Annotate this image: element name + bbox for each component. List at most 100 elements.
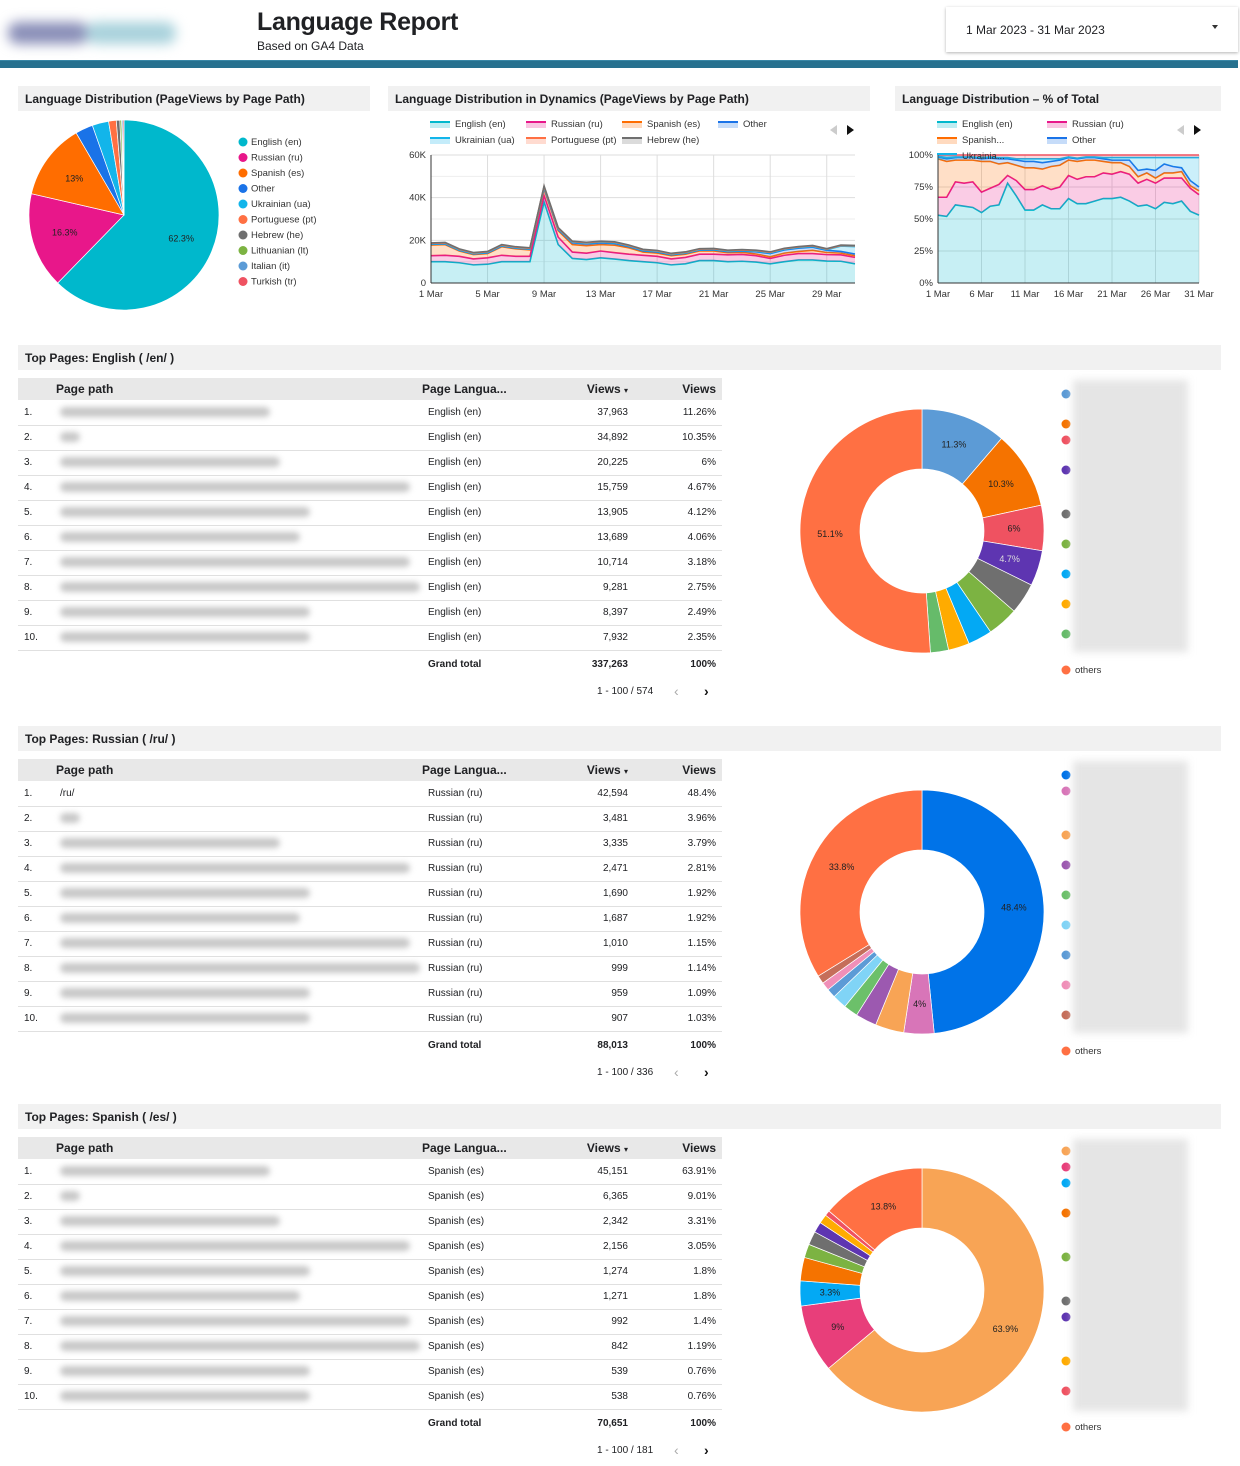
page-path-cell[interactable] [56, 931, 422, 957]
pie-slice[interactable] [828, 1167, 923, 1251]
page-path-cell[interactable] [56, 550, 422, 576]
pie-slice[interactable] [921, 789, 1045, 1034]
next-page-icon[interactable]: › [704, 683, 709, 699]
language-cell: English (en) [422, 400, 542, 426]
pie-slice[interactable] [827, 1167, 1045, 1413]
table-row[interactable]: 3. Russian (ru) 3,335 3.79% [18, 831, 722, 857]
page-path-cell[interactable] [56, 956, 422, 982]
table-row[interactable]: 5. Spanish (es) 1,274 1.8% [18, 1259, 722, 1285]
grand-total-row: Grand total 337,263 100% [18, 650, 722, 678]
next-page-icon[interactable]: › [704, 1442, 709, 1458]
col-page-language[interactable]: Page Langua... [422, 1137, 542, 1159]
col-views-sorted[interactable]: Views ▾ [542, 1137, 632, 1159]
table-row[interactable]: 9. Russian (ru) 959 1.09% [18, 981, 722, 1007]
page-path-cell[interactable] [56, 1309, 422, 1335]
table-row[interactable]: 2. English (en) 34,892 10.35% [18, 425, 722, 451]
table-row[interactable]: 9. Spanish (es) 539 0.76% [18, 1359, 722, 1385]
page-path-cell[interactable] [56, 1159, 422, 1185]
page-path-cell[interactable] [56, 1259, 422, 1285]
page-path-cell[interactable] [56, 500, 422, 526]
table-row[interactable]: 10. Russian (ru) 907 1.03% [18, 1006, 722, 1032]
pie-slice[interactable] [799, 789, 923, 977]
page-path-cell[interactable] [56, 1184, 422, 1210]
prev-page-icon[interactable]: ‹ [674, 1064, 679, 1080]
legend-prev-icon[interactable] [830, 125, 837, 135]
page-path-cell[interactable]: /ru/ [56, 781, 422, 807]
col-views-pct[interactable]: Views [632, 378, 722, 400]
col-page-language[interactable]: Page Langua... [422, 759, 542, 781]
page-path-cell[interactable] [56, 600, 422, 626]
page-path-cell[interactable] [56, 1209, 422, 1235]
next-page-icon[interactable]: › [704, 1064, 709, 1080]
page-path-cell[interactable] [56, 831, 422, 857]
page-path-cell[interactable] [56, 475, 422, 501]
col-views-pct[interactable]: Views [632, 1137, 722, 1159]
page-path-cell[interactable] [56, 1284, 422, 1310]
page-path-cell[interactable] [56, 525, 422, 551]
table-row[interactable]: 1. English (en) 37,963 11.26% [18, 400, 722, 426]
col-views-sorted[interactable]: Views ▾ [542, 759, 632, 781]
table-row[interactable]: 5. English (en) 13,905 4.12% [18, 500, 722, 526]
legend-dot [1061, 1386, 1071, 1396]
page-path-cell[interactable] [56, 856, 422, 882]
page-path-cell[interactable] [56, 1359, 422, 1385]
col-views-pct[interactable]: Views [632, 759, 722, 781]
table-row[interactable]: 4. English (en) 15,759 4.67% [18, 475, 722, 501]
page-path-cell[interactable] [56, 450, 422, 476]
table-row[interactable]: 4. Spanish (es) 2,156 3.05% [18, 1234, 722, 1260]
page-path-cell[interactable] [56, 425, 422, 451]
views-pct-cell: 0.76% [632, 1384, 722, 1410]
prev-page-icon[interactable]: ‹ [674, 683, 679, 699]
date-range-picker[interactable]: 1 Mar 2023 - 31 Mar 2023 [946, 7, 1238, 52]
legend-next-icon[interactable] [1194, 125, 1201, 135]
table-row[interactable]: 4. Russian (ru) 2,471 2.81% [18, 856, 722, 882]
table-row[interactable]: 8. Russian (ru) 999 1.14% [18, 956, 722, 982]
table-row[interactable]: 9. English (en) 8,397 2.49% [18, 600, 722, 626]
table-row[interactable]: 8. Spanish (es) 842 1.19% [18, 1334, 722, 1360]
table-row[interactable]: 7. Russian (ru) 1,010 1.15% [18, 931, 722, 957]
redacted-path [60, 1366, 310, 1377]
redacted-path [60, 1013, 310, 1024]
table-row[interactable]: 2. Spanish (es) 6,365 9.01% [18, 1184, 722, 1210]
dynamics-area-chart: 0 20K 40K 60K 1 Mar 5 Mar 9 Mar 13 Mar 17 Mar 21 … [409, 119, 856, 300]
pie-slice[interactable] [799, 408, 931, 654]
legend-next-icon[interactable] [847, 125, 854, 135]
prev-page-icon[interactable]: ‹ [674, 1442, 679, 1458]
page-path-cell[interactable] [56, 806, 422, 832]
table-row[interactable]: 3. English (en) 20,225 6% [18, 450, 722, 476]
pie-slice[interactable] [28, 193, 125, 284]
table-row[interactable]: 1. Spanish (es) 45,151 63.91% [18, 1159, 722, 1185]
table-row[interactable]: 10. English (en) 7,932 2.35% [18, 625, 722, 651]
legend-prev-icon[interactable] [1177, 125, 1184, 135]
table-row[interactable]: 1. /ru/ Russian (ru) 42,594 48.4% [18, 781, 722, 807]
table-row[interactable]: 5. Russian (ru) 1,690 1.92% [18, 881, 722, 907]
col-page-language[interactable]: Page Langua... [422, 378, 542, 400]
page-path-cell[interactable] [56, 625, 422, 651]
col-page-path[interactable]: Page path [56, 1137, 422, 1159]
table-row[interactable]: 6. Russian (ru) 1,687 1.92% [18, 906, 722, 932]
page-path-cell[interactable] [56, 881, 422, 907]
page-path-cell[interactable] [56, 1234, 422, 1260]
table-row[interactable]: 7. Spanish (es) 992 1.4% [18, 1309, 722, 1335]
table-row[interactable]: 8. English (en) 9,281 2.75% [18, 575, 722, 601]
col-page-path[interactable]: Page path [56, 759, 422, 781]
col-views-sorted[interactable]: Views ▾ [542, 378, 632, 400]
page-path-cell[interactable] [56, 1006, 422, 1032]
page-path-cell[interactable] [56, 1334, 422, 1360]
page-path-cell[interactable] [56, 981, 422, 1007]
table-row[interactable]: 6. English (en) 13,689 4.06% [18, 525, 722, 551]
legend-dot [1061, 1208, 1071, 1218]
table-row[interactable]: 7. English (en) 10,714 3.18% [18, 550, 722, 576]
pie-slice[interactable] [57, 119, 220, 311]
table-row[interactable]: 2. Russian (ru) 3,481 3.96% [18, 806, 722, 832]
page-path-cell[interactable] [56, 1384, 422, 1410]
table-row[interactable]: 6. Spanish (es) 1,271 1.8% [18, 1284, 722, 1310]
page-path-cell[interactable] [56, 906, 422, 932]
pie-slice[interactable] [31, 132, 125, 216]
page-path-cell[interactable] [56, 575, 422, 601]
col-page-path[interactable]: Page path [56, 378, 422, 400]
page-path-cell[interactable] [56, 400, 422, 426]
table-row[interactable]: 10. Spanish (es) 538 0.76% [18, 1384, 722, 1410]
pie-slice[interactable] [122, 119, 125, 216]
table-row[interactable]: 3. Spanish (es) 2,342 3.31% [18, 1209, 722, 1235]
